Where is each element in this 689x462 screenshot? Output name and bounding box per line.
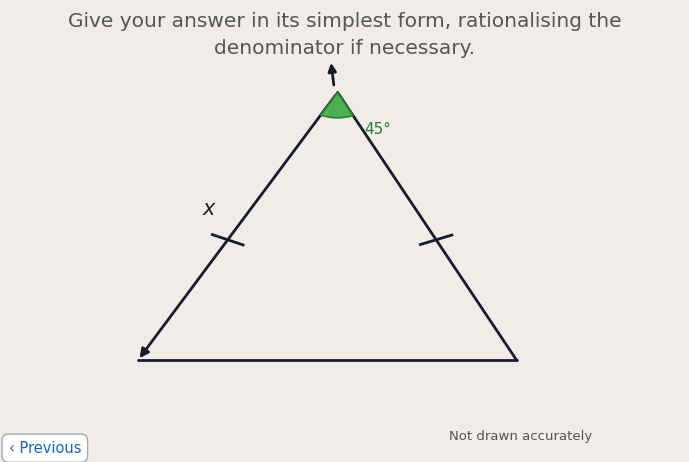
Text: 45°: 45° bbox=[364, 122, 391, 137]
Text: ‹ Previous: ‹ Previous bbox=[8, 441, 81, 456]
Text: Not drawn accurately: Not drawn accurately bbox=[449, 430, 592, 443]
Text: denominator if necessary.: denominator if necessary. bbox=[214, 39, 475, 58]
Text: Give your answer in its simplest form, rationalising the: Give your answer in its simplest form, r… bbox=[68, 12, 621, 30]
Text: x: x bbox=[203, 200, 215, 219]
Wedge shape bbox=[320, 92, 353, 118]
